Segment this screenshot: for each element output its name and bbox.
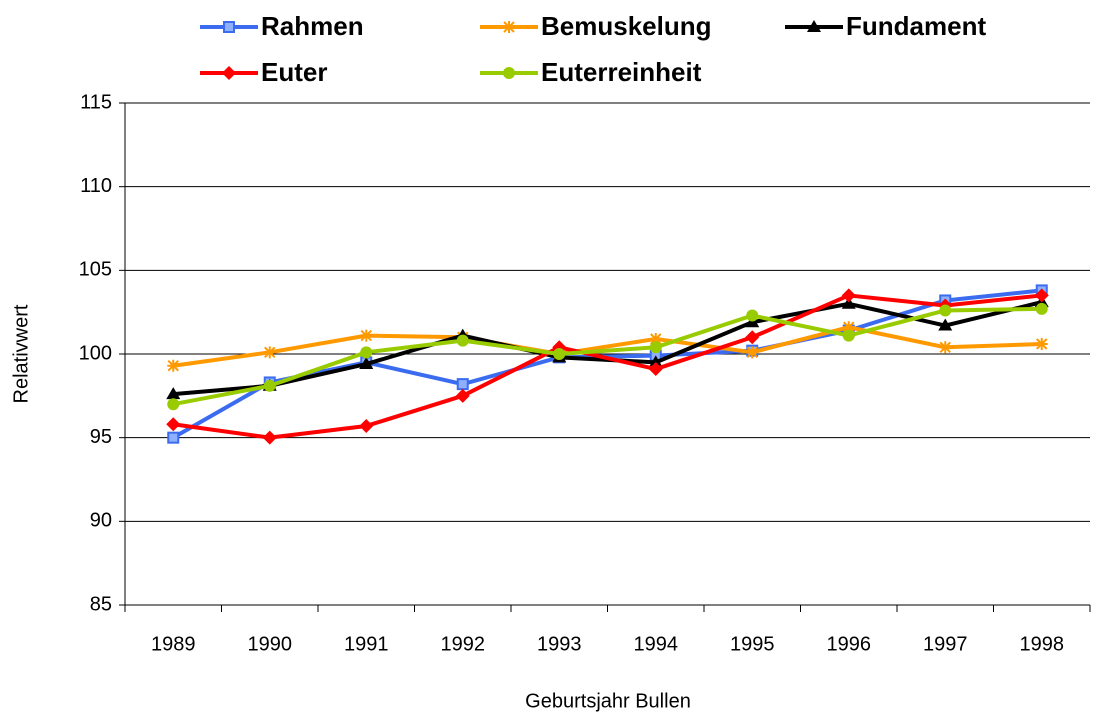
x-tick-label: 1990 bbox=[248, 633, 293, 655]
legend-label: Rahmen bbox=[261, 11, 364, 41]
marker bbox=[222, 66, 236, 80]
series-line bbox=[172, 288, 1042, 440]
marker bbox=[939, 304, 952, 317]
marker bbox=[263, 379, 276, 392]
marker bbox=[745, 330, 760, 345]
marker bbox=[649, 332, 662, 345]
marker bbox=[359, 357, 374, 370]
legend-label: Euter bbox=[261, 57, 327, 87]
marker bbox=[1034, 288, 1049, 303]
marker bbox=[455, 388, 470, 403]
marker bbox=[807, 20, 821, 32]
marker bbox=[167, 398, 180, 411]
x-tick-label: 1991 bbox=[344, 633, 389, 655]
marker bbox=[746, 309, 759, 322]
y-tick-label: 90 bbox=[90, 510, 112, 532]
x-tick-label: 1994 bbox=[634, 633, 679, 655]
x-tick-label: 1998 bbox=[1020, 633, 1065, 655]
marker bbox=[648, 355, 663, 368]
y-tick-label: 110 bbox=[80, 175, 112, 197]
x-tick-label: 1997 bbox=[923, 633, 968, 655]
series-line bbox=[172, 306, 1042, 407]
marker bbox=[841, 296, 856, 309]
marker bbox=[167, 359, 180, 372]
marker bbox=[553, 348, 566, 360]
legend-label: Euterreinheit bbox=[541, 57, 702, 87]
marker bbox=[360, 329, 373, 342]
x-axis-title: Geburtsjahr Bullen bbox=[525, 690, 691, 712]
marker bbox=[263, 346, 276, 359]
series-line bbox=[172, 293, 1042, 440]
x-tick-label: 1995 bbox=[730, 633, 775, 655]
marker bbox=[939, 341, 952, 354]
y-tick-label: 95 bbox=[90, 426, 112, 448]
y-tick-label: 100 bbox=[79, 342, 112, 364]
series-line bbox=[172, 325, 1042, 368]
y-tick-label: 105 bbox=[79, 259, 112, 281]
marker bbox=[1035, 302, 1048, 315]
marker bbox=[167, 431, 180, 444]
x-tick-label: 1996 bbox=[827, 633, 872, 655]
marker bbox=[262, 430, 277, 445]
marker bbox=[503, 67, 515, 79]
marker bbox=[223, 21, 235, 33]
marker bbox=[503, 21, 515, 33]
marker bbox=[649, 341, 662, 354]
y-tick-label: 115 bbox=[80, 91, 112, 113]
legend-label: Bemuskelung bbox=[541, 11, 712, 41]
marker bbox=[166, 387, 181, 400]
marker bbox=[842, 321, 855, 334]
marker bbox=[841, 288, 856, 303]
marker bbox=[166, 417, 181, 432]
marker bbox=[360, 346, 373, 359]
marker bbox=[359, 418, 374, 433]
marker bbox=[456, 378, 469, 391]
x-tick-label: 1993 bbox=[537, 633, 582, 655]
legend-label: Fundament bbox=[846, 11, 986, 41]
marker bbox=[938, 318, 953, 331]
marker bbox=[456, 334, 469, 347]
x-tick-label: 1989 bbox=[151, 633, 196, 655]
marker bbox=[1035, 337, 1048, 350]
x-tick-label: 1992 bbox=[441, 633, 486, 655]
marker bbox=[648, 362, 663, 377]
y-axis-title: Relativwert bbox=[10, 304, 32, 403]
marker bbox=[842, 329, 855, 342]
marker bbox=[746, 346, 759, 359]
y-tick-label: 85 bbox=[90, 593, 112, 615]
